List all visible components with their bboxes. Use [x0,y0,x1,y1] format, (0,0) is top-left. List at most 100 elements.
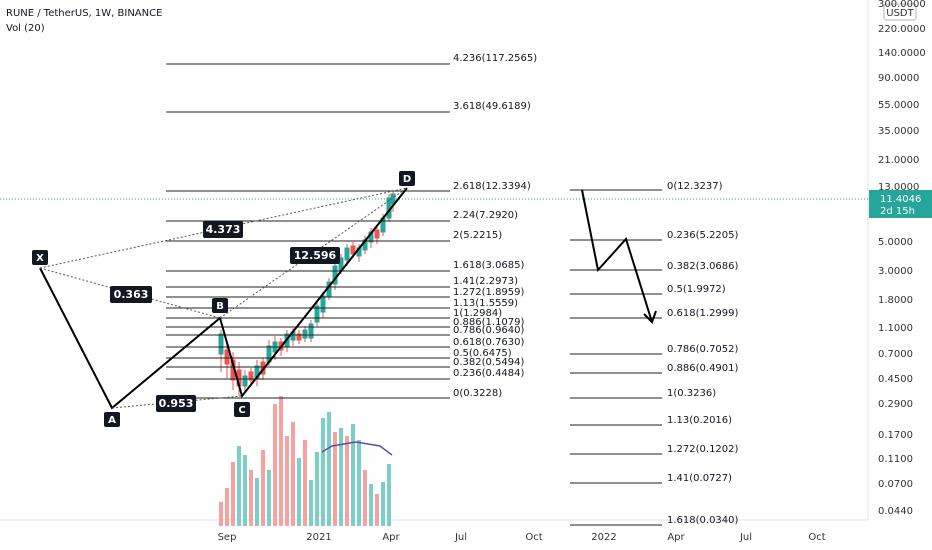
fib-label: 2.618(12.3394) [453,181,531,192]
point-label: D [403,174,411,185]
volume [219,396,393,526]
volume-bar [387,464,391,526]
currency: USDT [886,8,914,19]
fib-label: 0.5(1.9972) [667,284,726,295]
volume-bar [219,502,223,526]
candle [374,229,380,239]
fib-label: 3.618(49.6189) [453,101,531,112]
fib-label: 1.618(0.0340) [667,515,739,526]
pattern: 0.363 0.953 12.596 4.373 X A B C D [32,171,415,427]
candle [242,375,248,387]
ratio-label: 0.953 [159,397,194,410]
volume-bar [249,470,253,526]
volume-bar [363,470,367,526]
price-label: 220.0000 [878,24,926,35]
current-price: 11.4046 [880,194,921,205]
fib-label: 0.236(5.2205) [667,230,739,241]
indicator: Vol (20) [6,23,45,34]
point-label: X [36,253,44,264]
candle [302,329,308,339]
volume-bar [303,440,307,526]
price-label: 0.4500 [878,374,913,385]
price-label: 21.0000 [878,155,919,166]
ratio-box [156,395,196,412]
price-label: 0.1700 [878,430,913,441]
volume-bar [225,488,229,526]
price-label: 55.0000 [878,100,919,111]
point-box [234,402,250,417]
volume-bar [321,418,325,526]
price-label: 0.2900 [878,399,913,410]
current-price-box [869,190,932,218]
price-label: 0.7000 [878,349,913,360]
arrow-head [643,310,657,324]
volume-bar [291,422,295,526]
fib-label: 0.786(0.9640) [453,325,525,336]
volume-ma [321,441,393,456]
price-label: 3.0000 [878,266,913,277]
ratio-label: 0.363 [114,288,149,301]
volume-bar [267,470,271,526]
fib-right: 0(12.3237) 0.236(5.2205) 0.382(3.0686) 0… [570,181,739,526]
fib-label: 2(5.2215) [453,230,502,241]
price-label: 0.0440 [878,506,913,517]
fib-label: 0(0.3228) [453,388,502,399]
candle [224,349,230,365]
time-axis: Sep 2021 Apr Jul Oct 2022 Apr Jul Oct [218,532,826,543]
volume-bar [357,440,361,526]
time-label: Oct [525,532,542,543]
time-label: Oct [808,532,825,543]
symbol: RUNE / TetherUS, 1W, BINANCE [6,8,162,19]
volume-bar [351,424,355,526]
price-label: 0.1100 [878,454,913,465]
fib-label: 0.886(1.1079) [453,317,525,328]
volume-bar [243,455,247,526]
currency-box [883,3,917,21]
point-box [32,250,48,265]
fib-label: 0.886(0.4901) [667,363,739,374]
volume-bar [381,482,385,526]
fib-label: 1.13(1.5559) [453,298,518,309]
candle [314,305,320,323]
ratio-box [110,286,152,303]
time-label: 2022 [591,532,616,543]
fib-label: 0.236(0.4484) [453,368,525,379]
fib-label: 1(0.3236) [667,388,716,399]
volume-bar [231,462,235,526]
ratio-label: 4.373 [206,223,241,236]
fib-label: 1.618(3.0685) [453,260,525,271]
price-label: 0.0700 [878,479,913,490]
fib-left: 4.236(117.2565) 3.618(49.6189) 2.618(12.… [166,53,537,399]
price-label: 90.0000 [878,73,919,84]
volume-bar [345,436,349,526]
price-label: 140.0000 [878,48,926,59]
candle [308,323,314,339]
volume-bar [279,396,283,526]
point-label: A [108,415,116,426]
candle [344,247,350,261]
time-label: 2021 [306,532,331,543]
countdown: 2d 15h [880,206,915,217]
fib-label: 0.5(0.6475) [453,348,512,359]
volume-bar [255,478,259,526]
fib-label: 0.382(0.5494) [453,357,525,368]
candle [320,295,326,313]
time-label: Jul [454,532,467,543]
shape: X A B C D [32,171,415,427]
time-label: Jul [739,532,752,543]
point-box [212,298,228,313]
price-label: 300.0000 [878,0,926,10]
fib-label: 0(12.3237) [667,181,723,192]
price-label: 5.0000 [878,237,913,248]
volume-bar [309,480,313,526]
candle [350,245,356,255]
point-box [399,171,415,186]
fib-label: 1(1.2984) [453,308,502,319]
price-label: 1.8000 [878,295,913,306]
volume-bar [375,494,379,526]
volume-bar [369,484,373,526]
fib-label: 0.786(0.7052) [667,344,739,355]
point-box [104,412,120,427]
